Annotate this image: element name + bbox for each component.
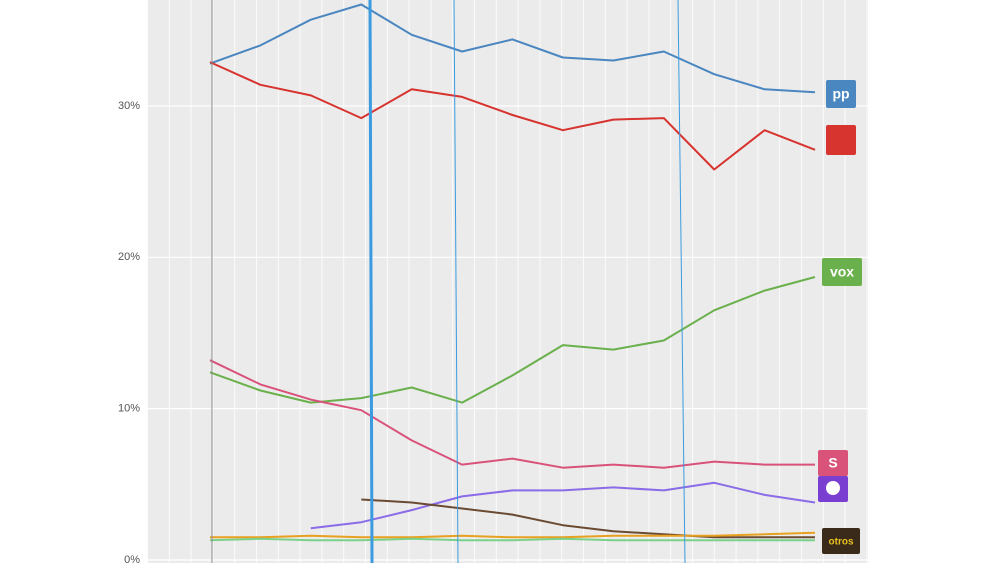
legend-swatch (826, 80, 856, 108)
legend-label: S (828, 455, 837, 471)
trend-line (209, 359, 815, 469)
event-line (453, 0, 459, 563)
y-tick-label: 30% (118, 100, 140, 112)
vertical-grid (147, 0, 868, 563)
y-tick-label: 10% (118, 403, 140, 415)
legend-swatch (822, 258, 862, 286)
y-tick-label: 0% (124, 554, 140, 563)
party-logo-mark (826, 481, 840, 495)
event-line (677, 0, 686, 563)
legend-label: vox (830, 264, 854, 280)
trend-line (209, 61, 816, 171)
trend-line (209, 3, 816, 94)
trend-line (209, 276, 816, 404)
trend-line (210, 531, 816, 539)
legend-label: pp (832, 86, 849, 102)
legend-label: otros (829, 537, 854, 548)
party-logo (826, 125, 856, 155)
trend-line (361, 498, 815, 539)
legend-swatch (818, 450, 848, 476)
trend-line (209, 537, 815, 542)
legend-swatch (822, 528, 860, 554)
event-line (368, 0, 374, 563)
y-tick-label: 20% (118, 251, 140, 263)
trend-line (310, 481, 816, 530)
